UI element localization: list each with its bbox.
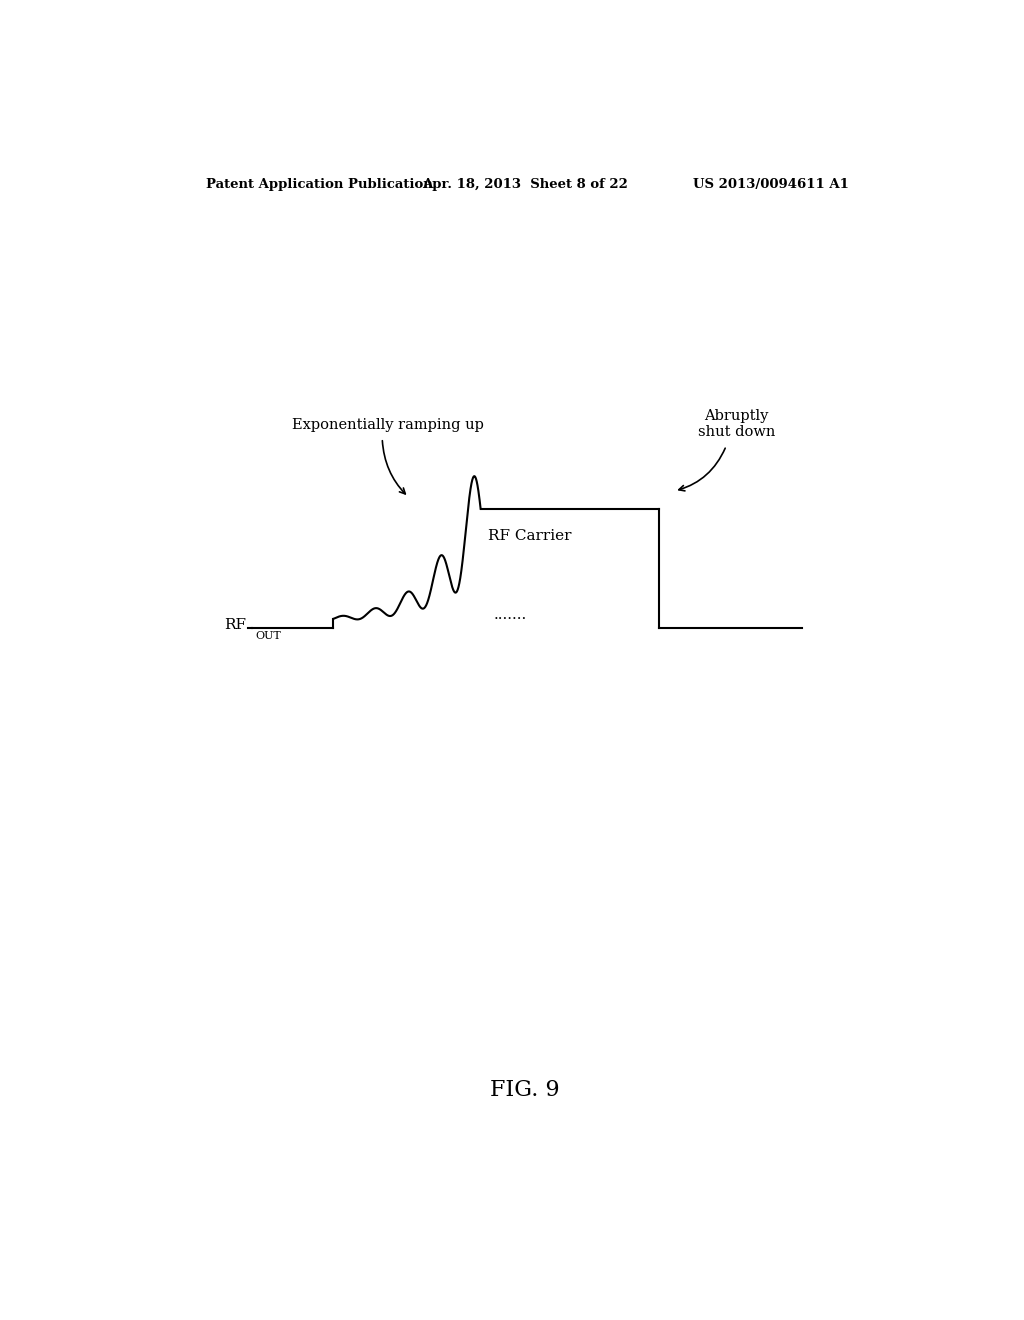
Text: Apr. 18, 2013  Sheet 8 of 22: Apr. 18, 2013 Sheet 8 of 22 <box>422 178 628 190</box>
Text: Patent Application Publication: Patent Application Publication <box>206 178 432 190</box>
Text: Exponentially ramping up: Exponentially ramping up <box>292 417 483 432</box>
Text: RF: RF <box>224 618 246 632</box>
Text: US 2013/0094611 A1: US 2013/0094611 A1 <box>693 178 849 190</box>
Text: RF Carrier: RF Carrier <box>488 529 571 543</box>
Text: OUT: OUT <box>256 631 282 640</box>
Text: Abruptly
shut down: Abruptly shut down <box>697 409 775 440</box>
Text: .......: ....... <box>494 609 527 622</box>
Text: FIG. 9: FIG. 9 <box>490 1080 559 1101</box>
